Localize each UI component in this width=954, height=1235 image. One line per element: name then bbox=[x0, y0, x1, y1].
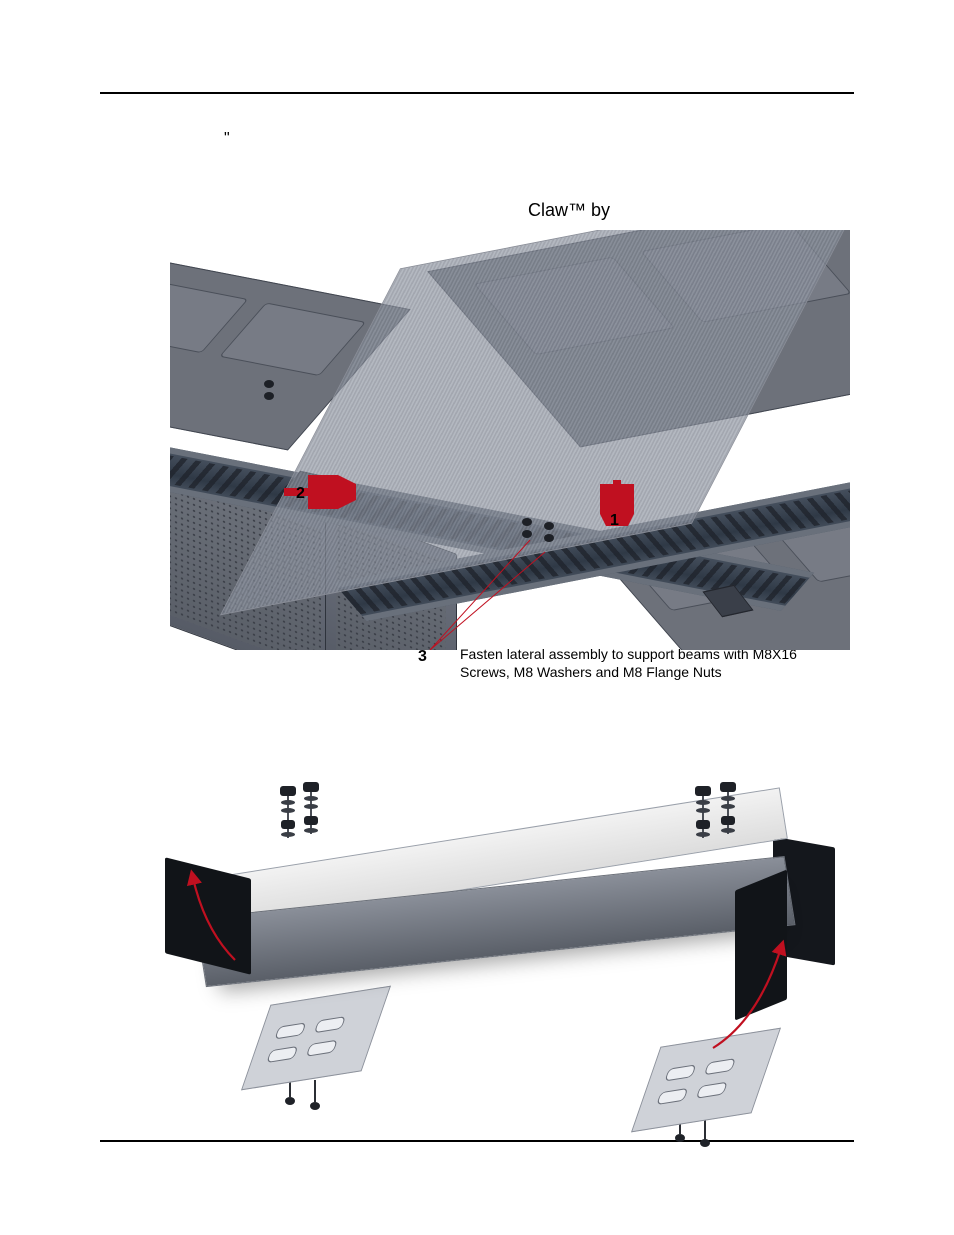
bolt-washer-stack bbox=[695, 786, 711, 844]
arrow-install-right bbox=[703, 930, 803, 1060]
bolt-washer-stack bbox=[280, 786, 296, 844]
claw-by-text: Claw™ by bbox=[528, 200, 610, 221]
page: " Claw™ by bbox=[0, 0, 954, 1235]
caption-fasten: Fasten lateral assembly to support beams… bbox=[460, 646, 820, 681]
anchor-bolt bbox=[700, 1117, 710, 1147]
quote-artifact: " bbox=[224, 130, 230, 148]
bolt-stack bbox=[262, 380, 276, 412]
hatch-panel bbox=[219, 303, 366, 376]
arrow-callout-2 bbox=[278, 475, 356, 509]
bolt-washer-stack bbox=[303, 782, 319, 840]
leader-lines-3 bbox=[410, 530, 570, 650]
caption-line: Screws, M8 Washers and M8 Flange Nuts bbox=[460, 664, 722, 680]
callout-number-3: 3 bbox=[418, 648, 427, 666]
figure-assembly-iso: 1 2 bbox=[170, 230, 850, 650]
arrow-install-left bbox=[175, 860, 255, 970]
bolt-washer-stack bbox=[720, 782, 736, 840]
bottom-rule bbox=[100, 1140, 854, 1142]
callout-number-1: 1 bbox=[610, 512, 619, 530]
callout-number-2: 2 bbox=[296, 485, 305, 503]
anchor-bolt bbox=[310, 1080, 320, 1110]
figure-end-bracket bbox=[135, 780, 835, 1120]
foot-plate-left bbox=[241, 986, 391, 1091]
top-rule bbox=[100, 92, 854, 94]
